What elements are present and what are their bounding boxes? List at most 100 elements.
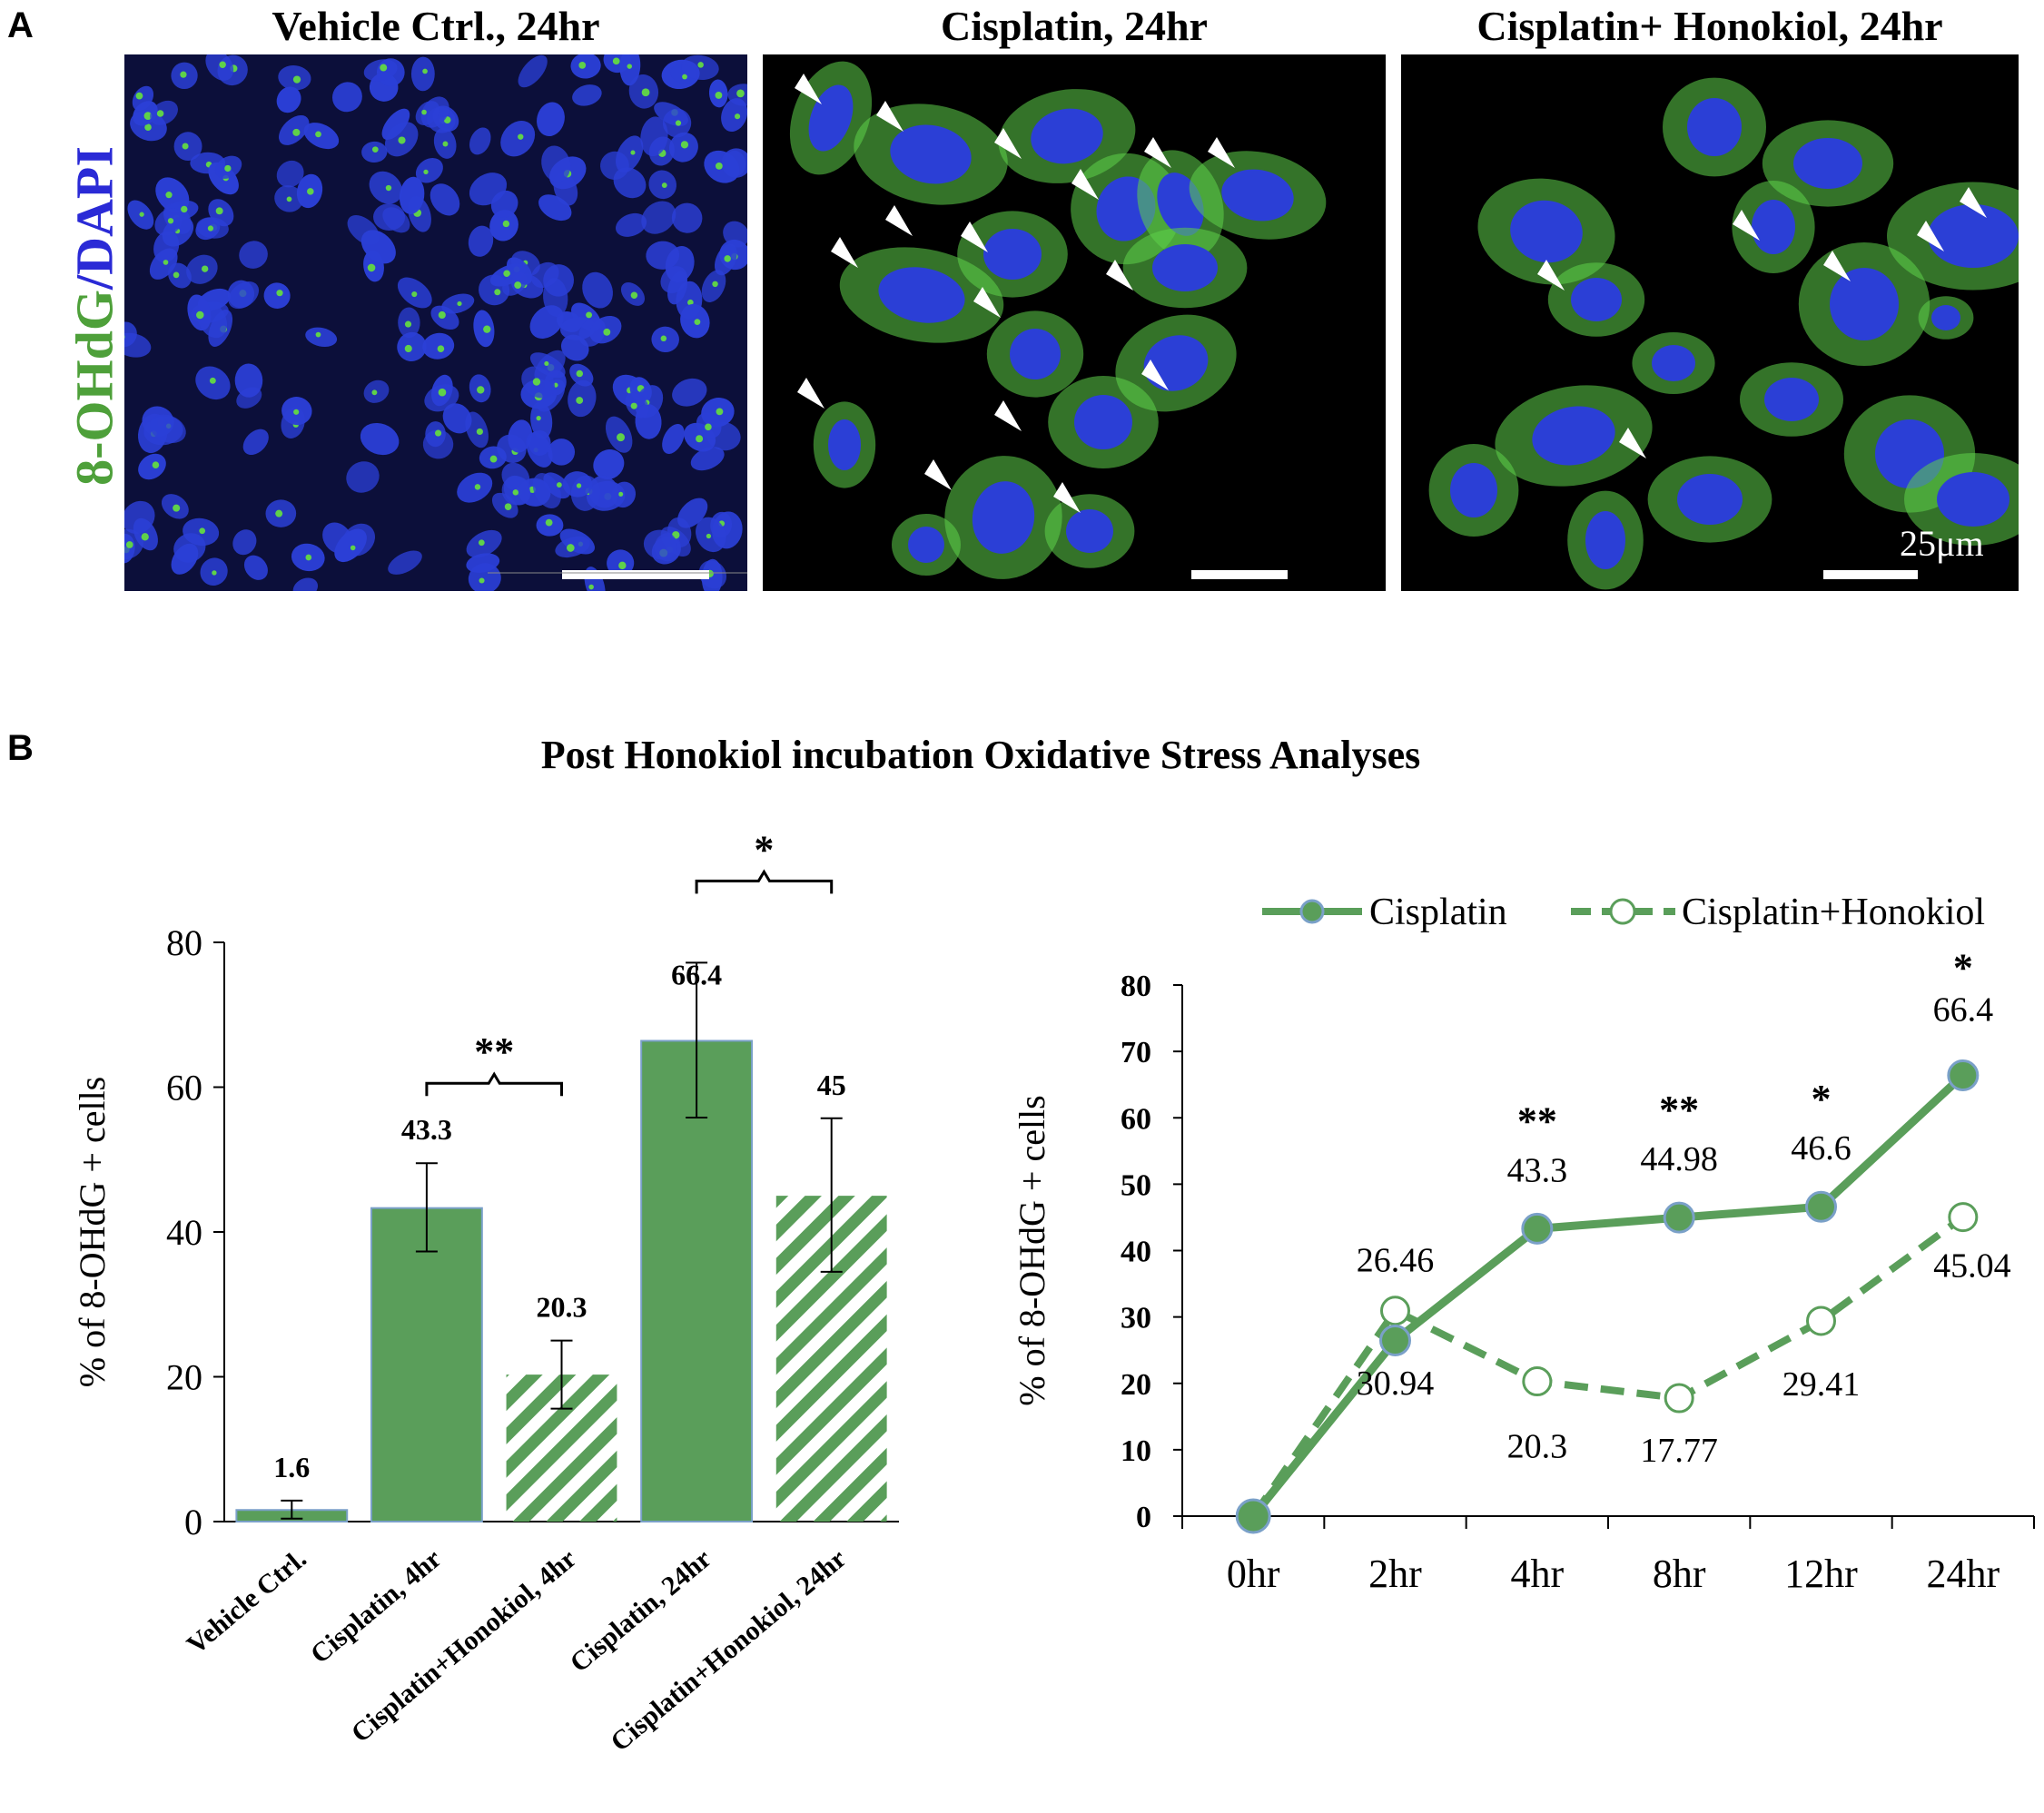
legend-marker-solid: [1299, 899, 1325, 924]
nucleus: [640, 116, 668, 157]
bar-category-label: Cisplatin+Honokiol, 24hr: [605, 1543, 852, 1758]
line-x-tick-label: 4hr: [1511, 1552, 1565, 1596]
stain-dot: [705, 423, 712, 431]
stain-dot: [173, 271, 180, 279]
stain-dot: [489, 455, 498, 463]
bar-y-tick-label: 0: [184, 1502, 202, 1542]
nucleus: [1652, 345, 1695, 381]
nucleus: [422, 332, 455, 360]
bar-category-label: Vehicle Ctrl.: [182, 1543, 312, 1660]
stain-dot: [576, 483, 582, 488]
nucleus: [593, 448, 625, 480]
stain-dot: [576, 369, 584, 378]
arrowhead-marker: [831, 237, 858, 268]
nucleus: [276, 86, 301, 113]
arrowhead-marker: [1106, 260, 1133, 291]
significance-marker: **: [1659, 1088, 1699, 1132]
stain-dot: [167, 218, 174, 224]
series-point-solid: [1235, 1498, 1271, 1534]
stain-dot: [380, 64, 388, 72]
stain-dot: [411, 291, 418, 298]
nucleus: [878, 267, 965, 323]
stain-dot: [716, 408, 724, 416]
nucleus: [360, 422, 400, 456]
nucleus: [1793, 138, 1862, 189]
stain-dot: [421, 109, 427, 115]
legend-label: Cisplatin+Honokiol: [1682, 892, 1985, 933]
series-point-dashed: [1380, 1296, 1410, 1326]
nucleus: [972, 481, 1035, 554]
stain-dot: [474, 484, 481, 490]
nucleus: [334, 528, 367, 563]
stain-dot: [545, 518, 553, 527]
nucleus: [346, 461, 380, 493]
series-line-solid: [1249, 1072, 1966, 1519]
scale-bar: [562, 570, 709, 579]
stain-dot: [502, 220, 510, 228]
nucleus: [1752, 200, 1795, 254]
stain-dot: [125, 541, 133, 548]
panel-a-y-label: 8-OHdG/DAPI: [64, 146, 125, 486]
nucleus: [1152, 244, 1218, 291]
stain-dot: [404, 344, 412, 353]
series-point-solid: [1379, 1325, 1411, 1357]
nucleus: [696, 517, 726, 553]
line-y-tick-label: 80: [1121, 970, 1151, 1003]
arrowhead-marker: [994, 400, 1022, 431]
stain-dot: [556, 482, 562, 488]
nucleus: [671, 202, 703, 233]
arrowhead-marker: [1823, 251, 1851, 281]
stain-dot: [715, 92, 723, 99]
nucleus: [508, 419, 533, 453]
nucleus: [570, 54, 601, 79]
stain-dot: [660, 335, 667, 342]
significance-marker: **: [1517, 1099, 1557, 1143]
micrograph-vehicle-canvas: [124, 54, 747, 591]
nucleus: [908, 527, 944, 563]
nucleus: [373, 203, 406, 232]
stain-dot: [438, 388, 447, 397]
significance-bracket: [425, 1071, 563, 1097]
nucleus: [442, 403, 472, 434]
nucleus: [518, 54, 548, 88]
stain-dot: [371, 389, 378, 396]
arrowhead-marker: [1071, 169, 1099, 200]
nucleus: [168, 262, 192, 289]
stain-dot: [536, 415, 541, 421]
micro-title-vehicle: Vehicle Ctrl., 24hr: [272, 3, 600, 49]
arrowhead-marker: [797, 378, 825, 409]
series-point-solid: [1805, 1190, 1837, 1223]
nucleus: [531, 261, 559, 289]
nucleus: [721, 98, 747, 133]
nucleus: [138, 453, 166, 480]
line-y-axis-label: % of 8-OHdG + cells: [1012, 1095, 1052, 1405]
stain-dot: [586, 311, 593, 319]
nucleus: [195, 217, 221, 241]
nucleus: [479, 274, 510, 306]
stain-dot: [275, 509, 283, 517]
micrograph-cisplatin-canvas: [763, 54, 1386, 591]
stain-dot: [437, 345, 445, 352]
stain-dot: [479, 577, 485, 584]
solid-value-label: 46.6: [1791, 1129, 1851, 1168]
stain-dot: [696, 435, 704, 443]
nucleus: [415, 158, 443, 183]
stain-dot: [483, 325, 491, 333]
stain-dot: [315, 131, 321, 138]
stain-dot: [518, 133, 524, 140]
arrowhead-marker: [1144, 137, 1171, 168]
stain-dot: [276, 290, 283, 297]
arrowhead-marker: [924, 459, 952, 490]
solid-value-label: 66.4: [1933, 990, 1994, 1029]
nucleus: [890, 124, 972, 184]
bar: [640, 1040, 754, 1522]
nucleus: [363, 59, 398, 82]
nucleus: [305, 327, 338, 347]
stain-dot: [494, 289, 501, 296]
stain-dot: [532, 378, 541, 386]
stain-dot: [618, 491, 624, 497]
nucleus: [616, 212, 647, 237]
stain-dot: [135, 92, 143, 100]
bar-y-tick-label: 40: [166, 1212, 202, 1253]
series-point-dashed: [1664, 1383, 1694, 1414]
